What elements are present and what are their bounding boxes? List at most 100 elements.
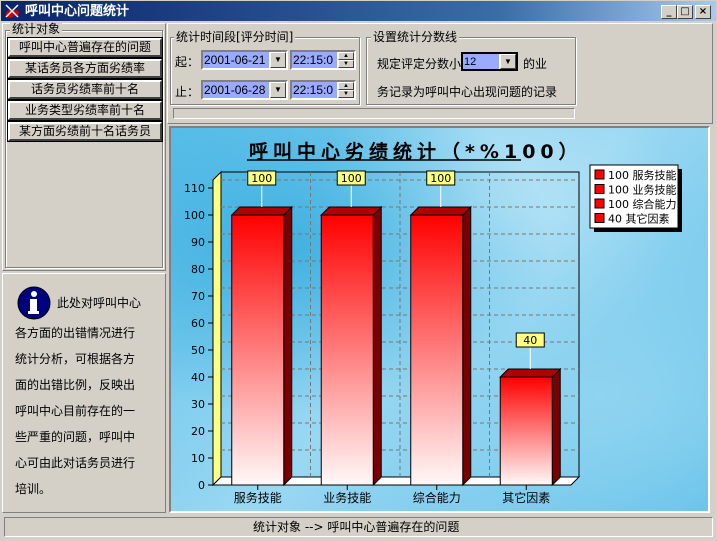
minimize-button[interactable]: _ (661, 5, 677, 19)
data-label-box (426, 170, 456, 186)
y-tick-label: 110 (184, 182, 205, 195)
window-title: 呼叫中心问题统计 (25, 4, 130, 19)
info-icon (17, 286, 51, 320)
legend-swatch (594, 213, 605, 223)
score-value: 12 (463, 54, 499, 69)
y-tick-label: 60 (191, 317, 205, 330)
legend-item: 100 业务技能 (608, 183, 677, 197)
y-tick-label: 80 (191, 263, 205, 276)
start-time-field[interactable]: 22:15:0 ▲ ▼ (290, 50, 356, 70)
y-tick-label: 50 (191, 344, 205, 357)
end-date-picker[interactable]: 2001-06-28 ▼ (201, 80, 288, 100)
bar (499, 376, 553, 486)
y-tick-label: 20 (191, 425, 205, 438)
app-icon (5, 4, 19, 18)
score-line2: 务记录为呼叫中心出现问题的记录 (377, 85, 558, 99)
info-line: 心可由此对话务员进行 (15, 456, 136, 470)
y-tick-label: 0 (198, 479, 205, 492)
score-group-label: 设置统计分数线 (371, 30, 460, 44)
bar-top (320, 206, 383, 216)
btn-agent-rates[interactable]: 某话务员各方面劣绩率 (7, 58, 163, 79)
data-label: 100 (251, 172, 272, 185)
data-label-box (515, 332, 545, 348)
data-label: 100 (430, 172, 451, 185)
bar-top (230, 206, 293, 216)
btn-top10-aspect[interactable]: 某方面劣绩前十名话务员 (7, 121, 163, 142)
data-label-box (247, 170, 277, 186)
bar-side (283, 205, 293, 487)
legend-swatch (594, 184, 605, 194)
spin-down-icon[interactable]: ▼ (338, 90, 354, 98)
x-tick-label: 综合能力 (413, 490, 461, 505)
score-select[interactable]: 12 ▼ (461, 52, 518, 71)
y-tick-label: 100 (184, 209, 205, 222)
data-label-box (336, 170, 366, 186)
score-group (366, 37, 576, 105)
status-bar: 统计对象 --> 呼叫中心普遍存在的问题 (4, 517, 713, 537)
x-tick-label: 业务技能 (323, 490, 371, 505)
end-date-value: 2001-06-28 (203, 82, 269, 98)
bar (231, 214, 285, 486)
time-group-label: 统计时间段[评分时间] (174, 30, 296, 44)
legend-swatch (594, 169, 605, 180)
end-time-field[interactable]: 22:15:0 ▲ ▼ (290, 80, 356, 100)
legend-item: 40 其它因素 (608, 212, 670, 226)
data-label: 100 (341, 172, 362, 185)
bar-chart: 呼叫中心劣绩统计（*%100） 0 10 20 30 40 50 60 70 80 90 100 11… (184, 140, 682, 505)
bar-side (551, 367, 561, 487)
x-tick-label: 服务技能 (234, 490, 282, 505)
settings-panel (167, 23, 713, 124)
bar-side (462, 205, 472, 487)
spin-up-icon[interactable]: ▲ (338, 82, 354, 90)
bar-top (499, 368, 562, 378)
target-group-label: 统计对象 (10, 22, 63, 36)
info-line: 呼叫中心目前存在的一 (15, 404, 136, 418)
plot-left-wall (212, 170, 222, 487)
left-top-panel (2, 23, 166, 271)
spin-down-icon[interactable]: ▼ (338, 60, 354, 68)
y-tick-label: 40 (191, 371, 205, 384)
y-tick-label: 70 (191, 290, 205, 303)
end-label: 止： (175, 85, 200, 99)
dropdown-arrow-icon[interactable]: ▼ (270, 82, 286, 98)
chart-panel: 呼叫中心劣绩统计（*%100） 0 10 20 30 40 50 60 70 80 90 100 11… (169, 126, 710, 513)
start-date-value: 2001-06-21 (203, 52, 269, 68)
bar (320, 214, 374, 486)
legend-swatch (594, 198, 605, 209)
spin-up-icon[interactable]: ▲ (338, 52, 354, 60)
data-label: 40 (523, 334, 537, 347)
bar (410, 214, 464, 486)
info-line: 面的出错比例，反映出 (15, 378, 136, 392)
info-line: 各方面的出错情况进行 (15, 326, 136, 340)
y-tick-label: 10 (191, 452, 205, 465)
dropdown-arrow-icon[interactable]: ▼ (500, 54, 516, 69)
dropdown-arrow-icon[interactable]: ▼ (270, 52, 286, 68)
y-tick-label: 30 (191, 398, 205, 411)
legend-item: 100 服务技能 (608, 168, 677, 182)
btn-top10-agents[interactable]: 话务员劣绩率前十名 (7, 79, 163, 100)
btn-common-problems[interactable]: 呼叫中心普遍存在的问题 (7, 37, 163, 58)
score-suffix: 的业 (523, 57, 548, 71)
legend (589, 164, 679, 229)
info-line: 此处对呼叫中心 (57, 296, 142, 310)
info-line: 培训。 (15, 482, 52, 496)
y-tick-label: 90 (191, 236, 205, 249)
start-label: 起： (175, 55, 200, 69)
info-line: 统计分析，可根据各方 (15, 352, 136, 366)
close-button[interactable]: × (695, 5, 711, 19)
start-date-picker[interactable]: 2001-06-21 ▼ (201, 50, 288, 70)
maximize-button[interactable]: □ (677, 5, 693, 19)
end-time-value: 22:15:0 (292, 82, 337, 98)
target-group (5, 30, 163, 268)
bar-side (372, 205, 382, 487)
title-bar: 呼叫中心问题统计 (0, 0, 717, 22)
info-panel: 此处对呼叫中心 各方面的出错情况进行 统计分析，可根据各方 面的出错比例，反映出… (2, 273, 166, 513)
bar-top (409, 206, 472, 216)
legend-item: 100 综合能力 (608, 197, 677, 211)
progress-bar (173, 108, 575, 119)
chart-title: 呼叫中心劣绩统计（*%100） (249, 140, 583, 163)
info-line: 些严重的问题，呼叫中 (15, 430, 136, 444)
start-time-value: 22:15:0 (292, 52, 337, 68)
btn-top10-business[interactable]: 业务类型劣绩率前十名 (7, 100, 163, 121)
score-prefix: 规定评定分数小 (377, 57, 462, 71)
